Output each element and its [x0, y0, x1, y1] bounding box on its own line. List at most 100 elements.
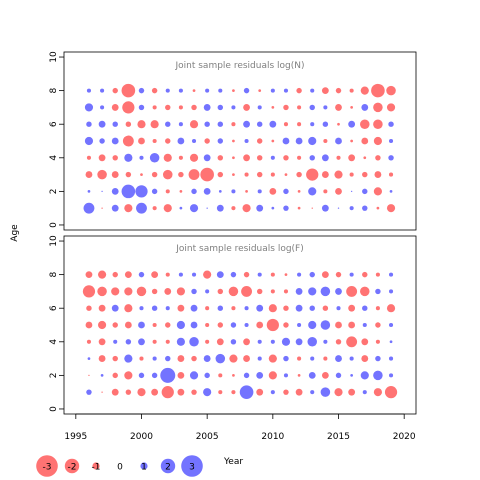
panel-bottom-bubble — [85, 321, 93, 329]
panel-top-bubble — [165, 104, 171, 111]
panel-top-bubble — [311, 207, 313, 209]
panel-bottom-bubble — [361, 355, 369, 362]
panel-top-bubble — [232, 156, 235, 160]
panel-bottom-bubble — [283, 373, 289, 378]
panel-bottom-bubble — [346, 336, 358, 348]
panel-bottom-bubble — [283, 389, 289, 395]
panel-bottom-bubble — [243, 372, 250, 379]
panel-top-bubble — [203, 154, 211, 162]
panel-top-points — [83, 83, 396, 214]
panel-bottom-bubble — [346, 285, 358, 297]
panel-top-bubble — [151, 188, 158, 195]
panel-bottom-bubble — [111, 287, 120, 296]
panel-bottom-bubble — [257, 272, 262, 277]
panel-bottom-bubble — [256, 304, 264, 312]
panel-bottom-bubble — [217, 322, 224, 328]
panel-top-y-axis: 0 2 4 6 8 10 — [49, 51, 64, 228]
panel-bottom-bubble — [111, 304, 119, 312]
panel-top-bubble — [283, 205, 289, 211]
panel-top-bubble — [189, 153, 199, 162]
panel-top-bubble — [86, 88, 91, 93]
panel-top-bubble — [389, 172, 394, 177]
panel-bottom-title: Joint sample residuals log(F) — [175, 244, 303, 254]
panel-top-bubble — [178, 155, 183, 160]
panel-bottom-bubble — [350, 374, 354, 377]
legend-bubble — [92, 462, 100, 470]
panel-top-bubble — [374, 171, 382, 178]
panel-bottom-bubble — [320, 387, 331, 397]
panel-bottom-bubble — [88, 374, 90, 377]
panel-bottom-bubble — [165, 339, 170, 344]
panel-bottom-bubble — [320, 320, 331, 330]
panel-bottom-bubble — [176, 337, 185, 346]
panel-bottom-bubble — [125, 339, 132, 345]
panel-bottom-bubble — [124, 271, 132, 279]
panel-top-bubble — [389, 138, 394, 144]
panel-top-bubble — [121, 184, 136, 199]
panel-bottom-bubble — [309, 305, 315, 311]
panel-top-bubble — [361, 137, 369, 145]
panel-top-bubble — [269, 120, 277, 128]
panel-top-bubble — [334, 170, 343, 179]
panel-top-bubble — [218, 88, 223, 93]
panel-top-bubble — [204, 121, 210, 127]
panel-top-bubble — [163, 169, 173, 180]
panel-bottom-bubble — [349, 272, 354, 277]
panel-bottom-bubble — [270, 289, 275, 294]
panel-bottom-bubble — [215, 353, 226, 364]
panel-bottom-bubble — [321, 271, 329, 279]
panel-top-bubble — [152, 105, 157, 110]
panel-top-bubble — [189, 120, 199, 129]
panel-bottom-points — [82, 270, 398, 399]
panel-top-bubble — [125, 171, 132, 178]
panel-top-bubble — [97, 169, 107, 180]
panel-top-bubble — [271, 139, 275, 143]
panel-top-bubble — [336, 155, 341, 160]
panel-top-bubble — [112, 121, 118, 127]
panel-bottom-bubble — [283, 289, 289, 294]
panel-top-y-tick-label: 8 — [49, 87, 59, 93]
panel-top-bubble — [283, 104, 289, 111]
panel-top-bubble — [200, 167, 214, 182]
panel-top-bubble — [348, 154, 356, 162]
panel-top-bubble — [231, 189, 236, 194]
panel-bottom-bubble — [139, 306, 144, 311]
panel-top-bubble — [178, 171, 184, 178]
panel-bottom-bubble — [336, 306, 341, 311]
panel-top-bubble — [362, 171, 368, 178]
panel-bottom-bubble — [86, 389, 92, 395]
panel-top-bubble — [308, 136, 317, 146]
panel-top-bubble — [373, 187, 382, 196]
panel-bottom-bubble — [389, 289, 394, 294]
panel-bottom-bubble — [361, 338, 369, 346]
panel-top-bubble — [84, 103, 94, 112]
panel-bottom-bubble — [164, 288, 172, 295]
panel-bottom-bubble — [124, 304, 133, 313]
panel-top-bubble — [243, 87, 250, 94]
panel-top-bubble — [138, 104, 145, 111]
panel-top-bubble — [163, 204, 172, 213]
panel-bottom-bubble — [375, 355, 381, 362]
panel-top-bubble — [245, 190, 248, 193]
panel-top-bubble — [243, 104, 250, 111]
panel-bottom-bubble — [362, 322, 367, 328]
panel-bottom-bubble — [152, 339, 157, 344]
panel-bottom-bubble — [389, 272, 394, 277]
panel-top-bubble — [270, 172, 275, 177]
panel-top-bubble — [206, 207, 208, 209]
panel-top-bubble — [111, 187, 119, 195]
panel-bottom-bubble — [98, 270, 107, 279]
panel-bottom-bubble — [204, 372, 210, 379]
panel-bottom-bubble — [283, 355, 289, 362]
panel-top-bubble — [188, 169, 200, 181]
panel-bottom-bubble — [203, 355, 211, 362]
panel-top-bubble — [112, 87, 118, 94]
panel-bottom-bubble — [177, 388, 185, 396]
panel-bottom-bubble — [124, 354, 133, 363]
panel-top-bubble — [306, 168, 319, 181]
panel-top-bubble — [86, 155, 91, 160]
panel-top-bubble — [244, 138, 249, 144]
panel-bottom-bubble — [165, 355, 171, 362]
panel-top-bubble — [100, 88, 105, 93]
panel-top-bubble — [309, 104, 315, 111]
